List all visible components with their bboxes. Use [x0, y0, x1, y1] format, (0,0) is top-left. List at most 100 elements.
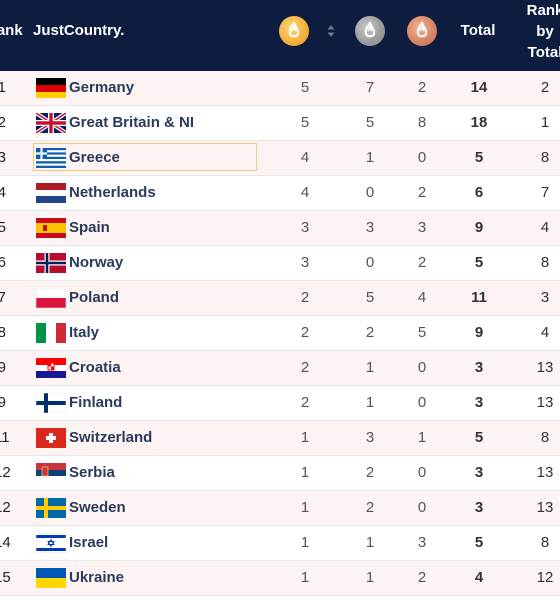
total-column-header[interactable]: Total [460, 22, 496, 39]
flag-ua-icon [36, 568, 66, 588]
silver-count-cell: 2 [365, 464, 375, 481]
rank-by-total-cell: 13 [536, 464, 554, 481]
rank-by-total-column-header[interactable]: Rank by Total [520, 0, 560, 63]
country-name-link[interactable]: Spain [69, 219, 110, 236]
table-row[interactable]: 9 Finland 2 1 0 3 13 [0, 386, 560, 421]
country-name-link[interactable]: Norway [69, 254, 124, 271]
rank-by-total-cell: 13 [536, 394, 554, 411]
rank-by-total-cell: 8 [540, 254, 550, 271]
rank-cell: 8 [0, 324, 6, 341]
silver-count-cell: 1 [365, 569, 375, 586]
rank-by-total-cell: 7 [540, 184, 550, 201]
country-name-link[interactable]: Great Britain & NI [69, 114, 195, 131]
total-count-cell: 5 [474, 534, 484, 551]
table-row[interactable]: 6 Norway 3 0 2 5 8 [0, 246, 560, 281]
gold-count-cell: 5 [300, 79, 310, 96]
table-row[interactable]: 7 Poland 2 5 4 11 3 [0, 281, 560, 316]
rank-by-total-cell: 12 [536, 569, 554, 586]
flag-pl-icon [36, 288, 66, 308]
gold-count-cell: 2 [300, 394, 310, 411]
gold-count-cell: 5 [300, 114, 310, 131]
table-row[interactable]: 8 Italy 2 2 5 9 4 [0, 316, 560, 351]
table-row[interactable]: 15Ukraine112412 [0, 561, 560, 596]
sort-icon[interactable] [326, 23, 336, 39]
rank-cell: 14 [0, 534, 11, 551]
table-row[interactable]: 3 Greece 4 1 0 5 8 [0, 141, 560, 176]
total-count-cell: 4 [474, 569, 484, 586]
total-count-cell: 9 [474, 324, 484, 341]
rank-by-total-cell: 4 [540, 324, 550, 341]
gold-count-cell: 4 [300, 149, 310, 166]
rank-cell: 12 [0, 499, 11, 516]
bronze-count-cell: 0 [417, 464, 427, 481]
silver-count-cell: 2 [365, 324, 375, 341]
country-name-link[interactable]: Germany [69, 79, 135, 96]
country-name-link[interactable]: Netherlands [69, 184, 156, 201]
flag-de-icon [36, 78, 66, 98]
gold-count-cell: 1 [300, 569, 310, 586]
total-count-cell: 9 [474, 219, 484, 236]
bronze-medal-icon[interactable] [407, 16, 437, 46]
table-row[interactable]: 2 Great Britain & NI 5 5 8 18 1 [0, 106, 560, 141]
total-count-cell: 14 [470, 79, 488, 96]
silver-count-cell: 1 [365, 534, 375, 551]
silver-count-cell: 0 [365, 254, 375, 271]
rank-column-header[interactable]: Rank [0, 22, 23, 39]
gold-count-cell: 1 [300, 464, 310, 481]
rank-by-total-cell: 8 [540, 534, 550, 551]
table-row[interactable]: 5 Spain 3 3 3 9 4 [0, 211, 560, 246]
rank-by-total-cell: 8 [540, 149, 550, 166]
country-name-link[interactable]: Ukraine [69, 569, 125, 586]
country-name-link[interactable]: Poland [69, 289, 120, 306]
bronze-count-cell: 0 [417, 359, 427, 376]
silver-count-cell: 5 [365, 114, 375, 131]
flag-gb-icon [36, 113, 66, 133]
country-name-link[interactable]: Finland [69, 394, 123, 411]
country-name-link[interactable]: Greece [69, 149, 120, 166]
silver-medal-icon[interactable] [355, 16, 385, 46]
gold-count-cell: 2 [300, 324, 310, 341]
table-row[interactable]: 9 Croatia 2 1 0 3 13 [0, 351, 560, 386]
bronze-count-cell: 2 [417, 79, 427, 96]
table-row[interactable]: 12Sweden120313 [0, 491, 560, 526]
country-name-link[interactable]: Switzerland [69, 429, 153, 446]
table-row[interactable]: 4 Netherlands 4 0 2 6 7 [0, 176, 560, 211]
country-name-link[interactable]: Sweden [69, 499, 126, 516]
country-name-link[interactable]: Serbia [69, 464, 115, 481]
rank-by-total-line: Total [527, 44, 560, 61]
rank-cell: 2 [0, 114, 6, 131]
gold-count-cell: 2 [300, 289, 310, 306]
rank-cell: 12 [0, 464, 11, 481]
rank-by-total-cell: 13 [536, 499, 554, 516]
rank-by-total-line: Rank [526, 2, 560, 19]
flag-il-icon [36, 533, 66, 553]
bronze-count-cell: 4 [417, 289, 427, 306]
table-row[interactable]: 11 Switzerland 1 3 1 5 8 [0, 421, 560, 456]
country-name-link[interactable]: Croatia [69, 359, 121, 376]
country-name-link[interactable]: Italy [69, 324, 100, 341]
silver-count-cell: 5 [365, 289, 375, 306]
country-name-link[interactable]: Israel [69, 534, 109, 551]
bronze-count-cell: 8 [417, 114, 427, 131]
rank-cell: 15 [0, 569, 11, 586]
table-row[interactable]: 12Serbia120313 [0, 456, 560, 491]
rank-by-total-cell: 8 [540, 429, 550, 446]
rank-by-total-cell: 13 [536, 359, 554, 376]
silver-count-cell: 1 [365, 149, 375, 166]
rank-by-total-line: by [536, 23, 554, 40]
table-row[interactable]: 1 Germany 5 7 2 14 2 [0, 71, 560, 106]
gold-count-cell: 3 [300, 219, 310, 236]
rank-by-total-cell: 3 [540, 289, 550, 306]
country-column-header[interactable]: JustCountry. [33, 22, 125, 39]
gold-medal-icon[interactable] [279, 16, 309, 46]
rank-cell: 5 [0, 219, 6, 236]
total-count-cell: 3 [474, 464, 484, 481]
bronze-count-cell: 3 [417, 534, 427, 551]
table-row[interactable]: 14 Israel 1 1 3 5 8 [0, 526, 560, 561]
total-count-cell: 18 [470, 114, 488, 131]
flag-rs-icon [36, 463, 66, 483]
rank-cell: 7 [0, 289, 6, 306]
rank-cell: 4 [0, 184, 6, 201]
gold-count-cell: 4 [300, 184, 310, 201]
